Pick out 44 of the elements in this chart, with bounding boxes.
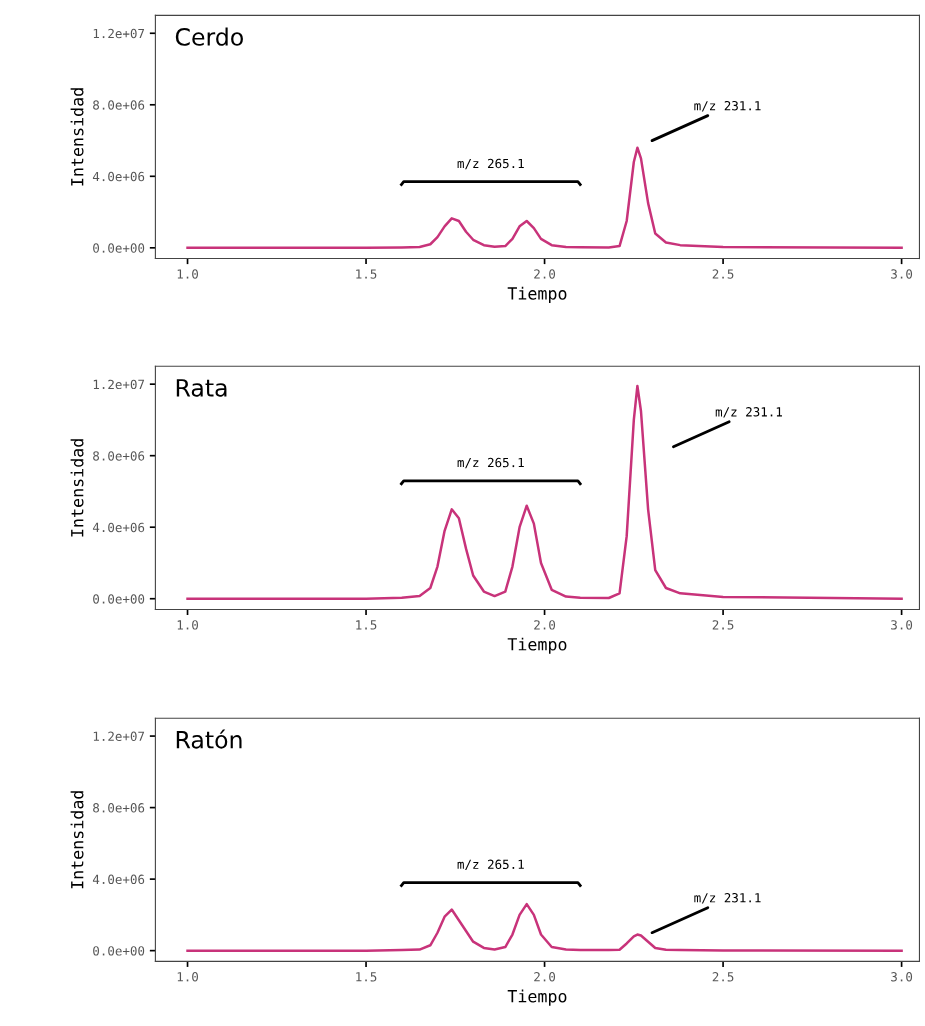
x-tick-label: 3.0 [891, 269, 913, 279]
x-tick-label: 2.5 [712, 972, 734, 982]
x-tick-label: 3.0 [891, 972, 913, 982]
y-axis-title: Intensidad [70, 88, 84, 186]
y-tick-label: 8.0e+06 [93, 100, 145, 110]
annotation: m/z 231.1 [694, 100, 761, 112]
y-tick-label: 0.0e+00 [93, 594, 145, 604]
y-axis-title: Intensidad [70, 791, 84, 889]
x-tick-label: 2.0 [534, 269, 556, 279]
chart-title: Rata [176, 379, 227, 397]
annotation: m/z 231.1 [694, 893, 761, 904]
y-tick-label: 1.2e+07 [93, 379, 145, 390]
chart-title: Ratón [176, 729, 242, 749]
annotation: m/z 231.1 [715, 407, 782, 418]
y-tick-label: 4.0e+06 [92, 522, 145, 533]
annotation: m/z 265.1 [457, 859, 524, 871]
x-tick-label: 1.0 [177, 620, 199, 630]
y-tick-label: 0.0e+00 [93, 946, 145, 956]
x-tick-label: 1.0 [177, 972, 199, 982]
annotation: m/z 265.1 [457, 158, 524, 170]
x-axis-title: Tiempo [507, 989, 567, 1006]
x-tick-label: 2.5 [712, 620, 734, 630]
x-tick-label: 1.5 [356, 620, 377, 630]
x-tick-label: 1.0 [177, 269, 199, 279]
x-tick-label: 1.5 [356, 972, 377, 982]
x-tick-label: 3.0 [891, 620, 913, 630]
line-series [186, 146, 903, 250]
y-axis-title: Intensidad [70, 439, 84, 537]
line-series [186, 902, 903, 952]
y-tick-label: 4.0e+06 [92, 874, 145, 885]
x-axis-title: Tiempo [507, 286, 567, 303]
x-axis-title: Tiempo [507, 637, 567, 654]
x-tick-label: 2.5 [712, 269, 734, 279]
x-tick-label: 2.0 [534, 972, 556, 982]
annotation: m/z 265.1 [457, 457, 524, 469]
y-tick-label: 1.2e+07 [93, 28, 145, 39]
y-tick-label: 4.0e+06 [92, 171, 145, 182]
y-tick-label: 8.0e+06 [93, 451, 145, 461]
x-tick-label: 2.0 [534, 620, 556, 630]
x-tick-label: 1.5 [356, 269, 377, 279]
y-tick-label: 0.0e+00 [93, 243, 145, 253]
y-tick-label: 8.0e+06 [93, 803, 145, 813]
y-tick-label: 1.2e+07 [93, 731, 145, 742]
chart-title: Cerdo [175, 27, 243, 46]
